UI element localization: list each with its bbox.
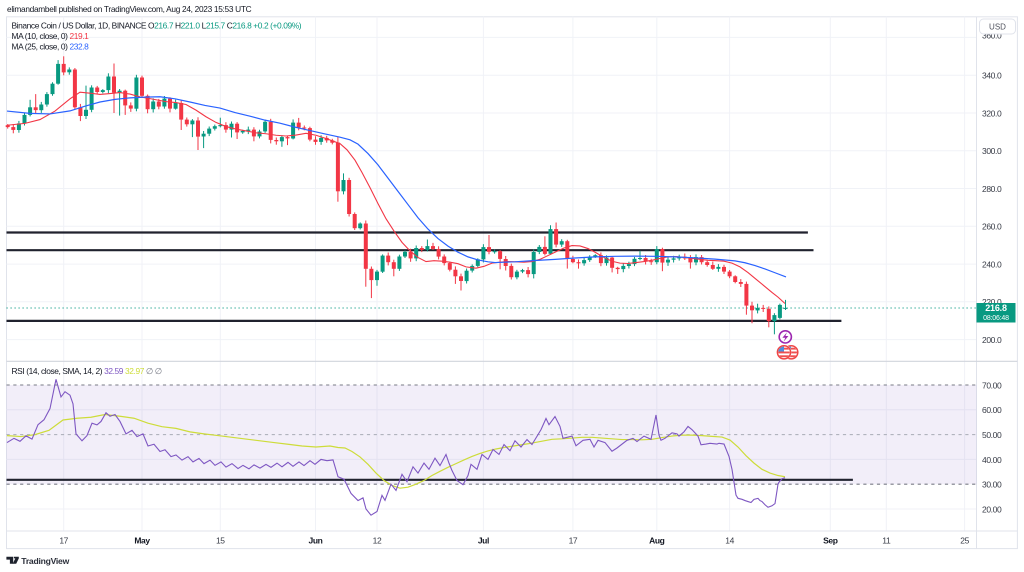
svg-text:70.00: 70.00: [982, 380, 1002, 390]
svg-text:216.8: 216.8: [985, 303, 1007, 313]
svg-text:300.0: 300.0: [982, 146, 1002, 156]
svg-text:Sep: Sep: [823, 536, 838, 546]
svg-text:20.00: 20.00: [982, 504, 1002, 514]
svg-text:11: 11: [882, 536, 891, 546]
svg-text:360.0: 360.0: [982, 30, 1002, 40]
svg-text:TradingView: TradingView: [21, 556, 69, 566]
svg-text:May: May: [134, 536, 150, 546]
svg-text:08:06:48: 08:06:48: [983, 315, 1009, 322]
svg-text:USD: USD: [989, 23, 1006, 32]
svg-text:320.0: 320.0: [982, 108, 1002, 118]
svg-text:220.0: 220.0: [982, 297, 1002, 307]
svg-text:14: 14: [725, 536, 734, 546]
svg-text:40.00: 40.00: [982, 455, 1002, 465]
svg-text:280.0: 280.0: [982, 184, 1002, 194]
svg-text:12: 12: [373, 536, 382, 546]
svg-text:MA (10, close, 0) 219.1: MA (10, close, 0) 219.1: [12, 31, 90, 41]
svg-text:17: 17: [59, 536, 68, 546]
svg-text:50.00: 50.00: [982, 430, 1002, 440]
svg-text:O216.7 H221.0 L215.7 C216.8: O216.7 H221.0 L215.7 C216.8 +0.2 (+0.09%…: [148, 21, 302, 31]
svg-text:60.00: 60.00: [982, 405, 1002, 415]
svg-text:17: 17: [569, 536, 578, 546]
svg-text:340.0: 340.0: [982, 71, 1002, 81]
svg-text:Jul: Jul: [478, 536, 489, 546]
svg-text:Binance Coin / US Dollar, 1D,: Binance Coin / US Dollar, 1D, BINANCE: [12, 21, 147, 31]
svg-text:RSI (14, close, SMA, 14, 2) 3: RSI (14, close, SMA, 14, 2) 32.59 32.97 …: [12, 366, 162, 376]
svg-text:Jun: Jun: [309, 536, 323, 546]
svg-text:MA (25, close, 0) 232.8: MA (25, close, 0) 232.8: [12, 41, 90, 51]
svg-text:25: 25: [960, 536, 969, 546]
svg-text:15: 15: [216, 536, 225, 546]
svg-text:260.0: 260.0: [982, 222, 1002, 232]
svg-text:240.0: 240.0: [982, 260, 1002, 270]
svg-text:30.00: 30.00: [982, 480, 1002, 490]
svg-text:200.0: 200.0: [982, 335, 1002, 345]
svg-text:Aug: Aug: [649, 536, 665, 546]
svg-text:elimandambell published on Tra: elimandambell published on TradingView.c…: [7, 4, 252, 14]
